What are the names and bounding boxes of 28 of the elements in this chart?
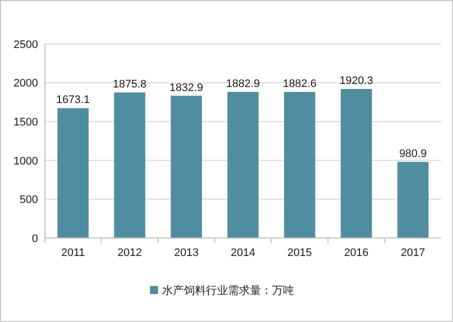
bar (114, 92, 146, 238)
bar (340, 88, 372, 238)
x-tick-label: 2015 (287, 247, 312, 259)
x-tick-label: 2013 (174, 247, 199, 259)
bar (227, 92, 259, 238)
y-tick-label: 1500 (14, 116, 38, 128)
data-label: 1875.8 (112, 78, 147, 90)
y-tick-label: 2500 (14, 38, 38, 51)
x-tick-label: 2011 (61, 247, 85, 259)
data-label: 1882.6 (282, 78, 316, 90)
bar (397, 162, 429, 238)
data-label: 1673.1 (56, 94, 90, 106)
y-tick-label: 0 (32, 232, 38, 245)
data-label: 980.9 (399, 148, 427, 160)
data-label: 1832.9 (170, 82, 204, 94)
x-tick-label: 2016 (344, 247, 369, 259)
x-tick-label: 2012 (117, 247, 142, 259)
legend-label: 水产饲料行业需求量：万吨 (162, 284, 294, 297)
y-tick-label: 2000 (14, 78, 38, 90)
data-label: 1920.3 (339, 74, 374, 87)
y-tick-label: 1000 (14, 155, 38, 168)
y-tick-label: 500 (20, 194, 38, 206)
x-tick-label: 2014 (230, 247, 256, 259)
bar (170, 96, 202, 238)
bar (284, 92, 316, 238)
data-label: 1882.9 (226, 78, 260, 90)
bar (57, 108, 89, 238)
x-tick-label: 2017 (400, 247, 426, 259)
